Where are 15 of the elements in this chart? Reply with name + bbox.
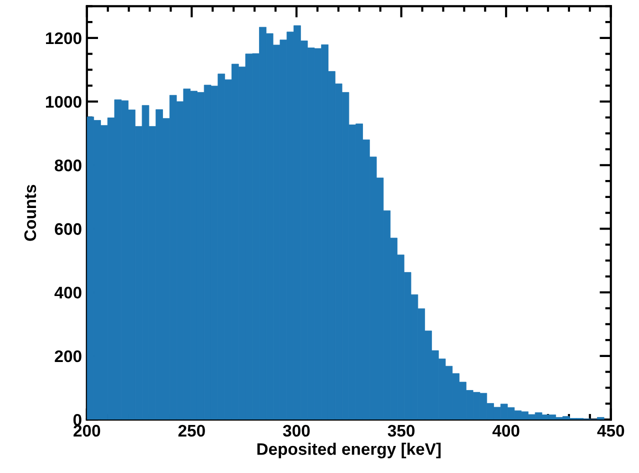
x-tick-label: 450 <box>597 424 624 437</box>
x-axis-title: Deposited energy [keV] <box>257 442 441 458</box>
y-tick-label: 400 <box>54 286 82 299</box>
x-tick-label: 400 <box>492 424 520 437</box>
y-tick-label: 800 <box>54 160 82 172</box>
y-tick-label: 600 <box>54 223 82 235</box>
y-axis-title: Counts <box>24 184 36 241</box>
y-tick-label: 0 <box>73 414 82 426</box>
x-tick-label: 250 <box>178 424 205 437</box>
y-tick-label: 1200 <box>46 32 82 44</box>
x-tick-label: 200 <box>74 424 100 437</box>
x-tick-label: 300 <box>282 424 310 437</box>
x-tick-label: 350 <box>388 424 415 437</box>
y-tick-label: 200 <box>54 350 82 362</box>
y-tick-label: 1000 <box>46 96 82 108</box>
